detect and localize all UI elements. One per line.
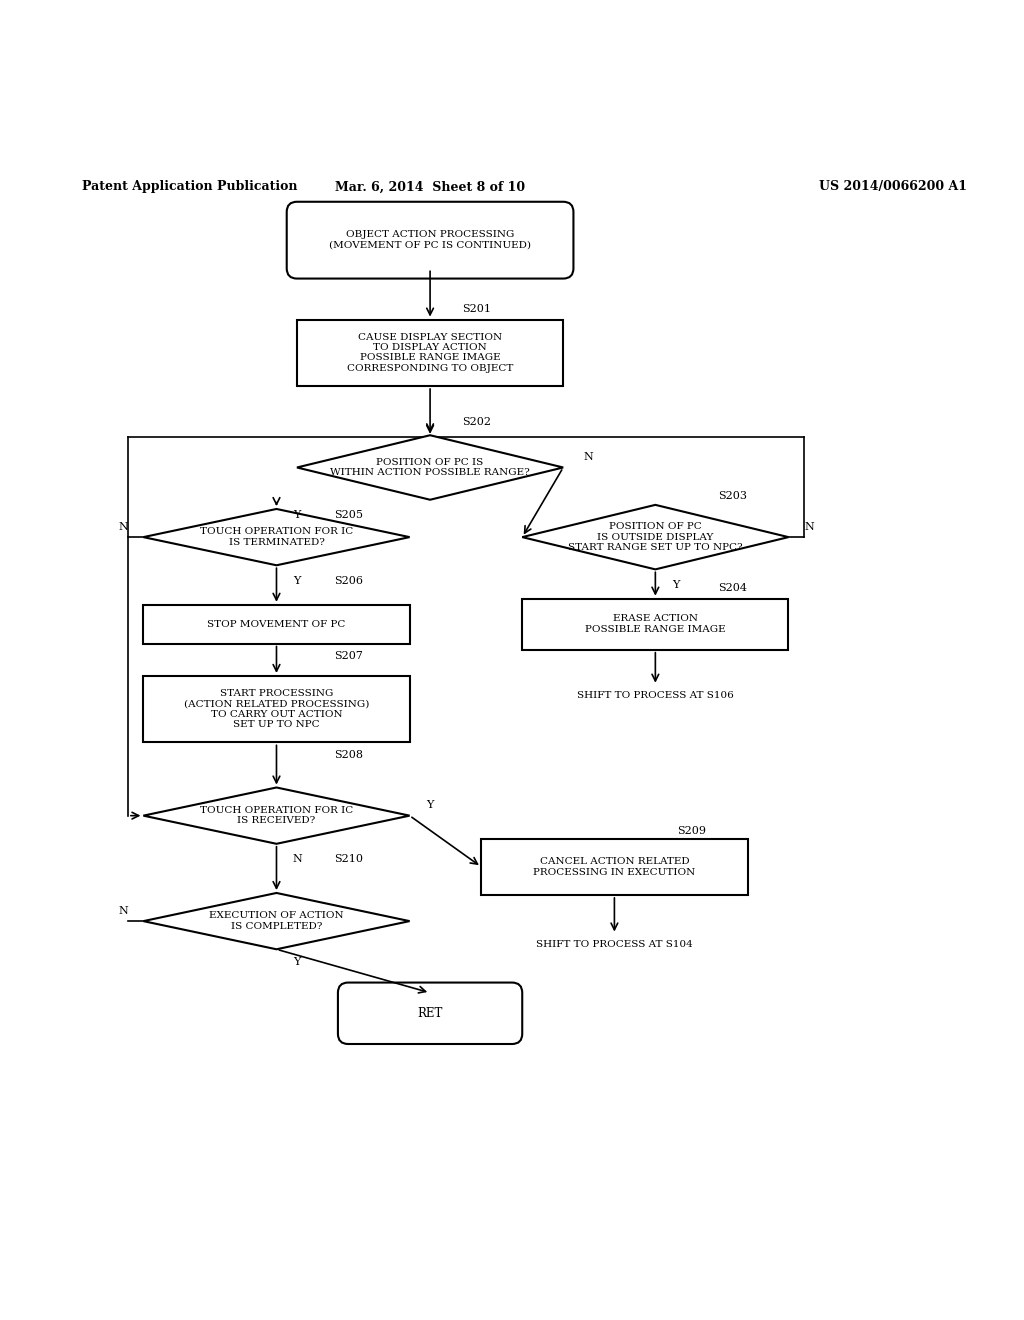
Text: Y: Y bbox=[426, 800, 434, 810]
Text: POSITION OF PC
IS OUTSIDE DISPLAY
START RANGE SET UP TO NPC?: POSITION OF PC IS OUTSIDE DISPLAY START … bbox=[568, 523, 742, 552]
Text: Patent Application Publication: Patent Application Publication bbox=[82, 181, 297, 194]
Text: TOUCH OPERATION FOR IC
IS RECEIVED?: TOUCH OPERATION FOR IC IS RECEIVED? bbox=[200, 807, 353, 825]
Text: ERASE ACTION
POSSIBLE RANGE IMAGE: ERASE ACTION POSSIBLE RANGE IMAGE bbox=[585, 614, 726, 634]
Text: N: N bbox=[292, 854, 302, 865]
Text: SHIFT TO PROCESS AT S104: SHIFT TO PROCESS AT S104 bbox=[536, 940, 693, 949]
Polygon shape bbox=[297, 436, 563, 500]
Text: RET: RET bbox=[418, 1007, 442, 1020]
Text: S203: S203 bbox=[718, 491, 746, 502]
Text: Y: Y bbox=[293, 957, 301, 966]
Text: S201: S201 bbox=[462, 304, 490, 314]
Text: FIG.10: FIG.10 bbox=[447, 218, 495, 232]
Text: S204: S204 bbox=[718, 583, 746, 593]
FancyBboxPatch shape bbox=[143, 605, 410, 644]
Text: N: N bbox=[584, 453, 594, 462]
FancyBboxPatch shape bbox=[338, 982, 522, 1044]
FancyBboxPatch shape bbox=[143, 676, 410, 742]
FancyBboxPatch shape bbox=[522, 598, 788, 649]
Text: S205: S205 bbox=[334, 510, 362, 520]
Text: SHIFT TO PROCESS AT S106: SHIFT TO PROCESS AT S106 bbox=[577, 692, 734, 701]
Text: OBJECT ACTION PROCESSING
(MOVEMENT OF PC IS CONTINUED): OBJECT ACTION PROCESSING (MOVEMENT OF PC… bbox=[329, 231, 531, 249]
Text: US 2014/0066200 A1: US 2014/0066200 A1 bbox=[819, 181, 968, 194]
FancyBboxPatch shape bbox=[287, 202, 573, 279]
Text: STOP MOVEMENT OF PC: STOP MOVEMENT OF PC bbox=[207, 619, 346, 628]
Text: Y: Y bbox=[293, 576, 301, 586]
FancyBboxPatch shape bbox=[481, 838, 748, 895]
Text: S207: S207 bbox=[334, 651, 362, 661]
Text: S202: S202 bbox=[462, 417, 490, 428]
Polygon shape bbox=[143, 892, 410, 949]
Text: N: N bbox=[118, 521, 128, 532]
Polygon shape bbox=[143, 510, 410, 565]
Text: POSITION OF PC IS
WITHIN ACTION POSSIBLE RANGE?: POSITION OF PC IS WITHIN ACTION POSSIBLE… bbox=[330, 458, 530, 478]
Text: S209: S209 bbox=[677, 826, 706, 836]
Text: CAUSE DISPLAY SECTION
TO DISPLAY ACTION
POSSIBLE RANGE IMAGE
CORRESPONDING TO OB: CAUSE DISPLAY SECTION TO DISPLAY ACTION … bbox=[347, 333, 513, 372]
Text: S206: S206 bbox=[334, 576, 362, 586]
Polygon shape bbox=[143, 788, 410, 843]
Text: N: N bbox=[118, 906, 128, 916]
Text: Y: Y bbox=[672, 579, 680, 590]
Text: EXECUTION OF ACTION
IS COMPLETED?: EXECUTION OF ACTION IS COMPLETED? bbox=[209, 911, 344, 931]
Text: CANCEL ACTION RELATED
PROCESSING IN EXECUTION: CANCEL ACTION RELATED PROCESSING IN EXEC… bbox=[534, 857, 695, 876]
Polygon shape bbox=[522, 504, 788, 569]
Text: Mar. 6, 2014  Sheet 8 of 10: Mar. 6, 2014 Sheet 8 of 10 bbox=[335, 181, 525, 194]
FancyBboxPatch shape bbox=[297, 319, 563, 385]
Text: S208: S208 bbox=[334, 750, 362, 760]
Text: N: N bbox=[804, 521, 814, 532]
Text: Y: Y bbox=[293, 510, 301, 520]
Text: S210: S210 bbox=[334, 854, 362, 865]
Text: TOUCH OPERATION FOR IC
IS TERMINATED?: TOUCH OPERATION FOR IC IS TERMINATED? bbox=[200, 528, 353, 546]
Text: START PROCESSING
(ACTION RELATED PROCESSING)
TO CARRY OUT ACTION
SET UP TO NPC: START PROCESSING (ACTION RELATED PROCESS… bbox=[183, 689, 370, 729]
